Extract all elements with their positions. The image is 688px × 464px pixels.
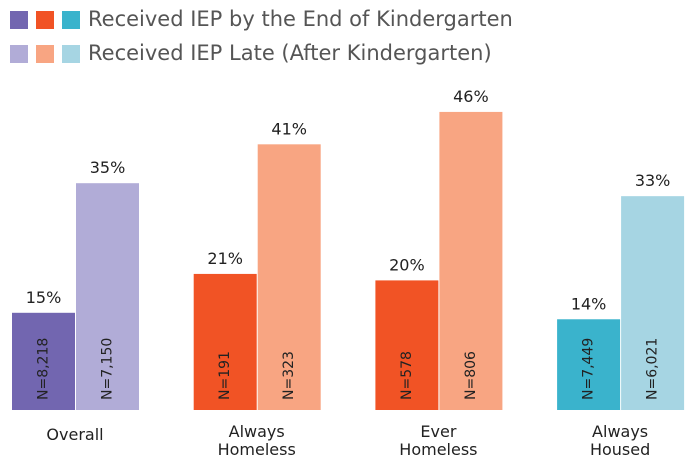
n-label: N=6,021: [645, 338, 661, 400]
legend-swatch: [10, 45, 28, 63]
legend-swatch: [36, 45, 54, 63]
bar: [12, 312, 75, 410]
x-tick-label: Overall: [46, 425, 103, 444]
x-tick-label: Always Homeless: [218, 422, 296, 459]
legend-swatch: [36, 11, 54, 29]
n-label: N=806: [463, 351, 479, 400]
value-label: 20%: [389, 255, 425, 274]
value-label: 41%: [271, 119, 307, 138]
value-label: 15%: [26, 288, 62, 307]
value-label: 46%: [453, 87, 489, 106]
bar: [375, 280, 439, 410]
value-label: 14%: [571, 294, 607, 313]
bar: [621, 196, 685, 410]
value-label: 21%: [207, 249, 243, 268]
legend-swatch: [62, 11, 80, 29]
legend-label: Received IEP by the End of Kindergarten: [88, 7, 513, 31]
legend-swatch: [62, 45, 80, 63]
bar: [193, 273, 257, 410]
bar: [257, 144, 321, 410]
value-label: 33%: [635, 171, 671, 190]
legend-swatch: [10, 11, 28, 29]
n-label: N=7,150: [100, 338, 116, 400]
n-label: N=8,218: [36, 338, 52, 400]
value-label: 35%: [90, 158, 126, 177]
legend-label: Received IEP Late (After Kindergarten): [88, 41, 492, 65]
x-tick-label: Ever Homeless: [399, 422, 477, 459]
n-label: N=7,449: [581, 338, 597, 400]
bar: [557, 319, 621, 410]
bar: [76, 183, 139, 410]
n-label: N=323: [281, 351, 297, 400]
n-label: N=191: [217, 351, 233, 400]
x-tick-label: Always Housed: [590, 422, 650, 459]
n-label: N=578: [399, 351, 415, 400]
bar: [439, 111, 503, 411]
